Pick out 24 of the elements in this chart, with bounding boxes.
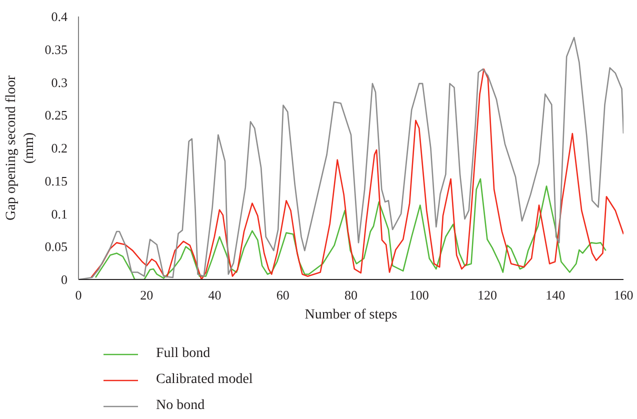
y-tick-label: 0 (61, 272, 68, 287)
legend-label: No bond (156, 397, 205, 415)
x-tick-label: 80 (344, 288, 358, 302)
line-series (94, 178, 606, 280)
y-tick-label: 0.15 (44, 173, 68, 188)
x-tick-label: 0 (75, 288, 82, 302)
x-tick-label: 40 (208, 288, 222, 302)
x-tick-label: 160 (614, 288, 634, 302)
y-axis-title: Gap opening second floor (mm) (4, 75, 37, 221)
y-tick-label: 0.3 (51, 74, 68, 90)
x-axis-title: Number of steps (304, 308, 398, 322)
y-tick-label: 0.35 (44, 42, 68, 57)
legend-label: Calibrated model (156, 371, 253, 389)
y-tick-label: 0.1 (51, 206, 68, 222)
x-tick-label: 100 (409, 288, 429, 302)
y-tick-label: 0.4 (51, 9, 68, 24)
x-tick-label: 20 (140, 288, 154, 302)
y-tick-label: 0.2 (51, 140, 68, 156)
y-tick-label: 0.25 (44, 108, 68, 123)
y-tick-label: 0.05 (44, 239, 68, 254)
legend-label: Full bond (156, 345, 210, 363)
x-tick-label: 120 (478, 288, 497, 302)
x-tick-label: 140 (546, 288, 566, 302)
x-tick-label: 60 (276, 288, 290, 302)
